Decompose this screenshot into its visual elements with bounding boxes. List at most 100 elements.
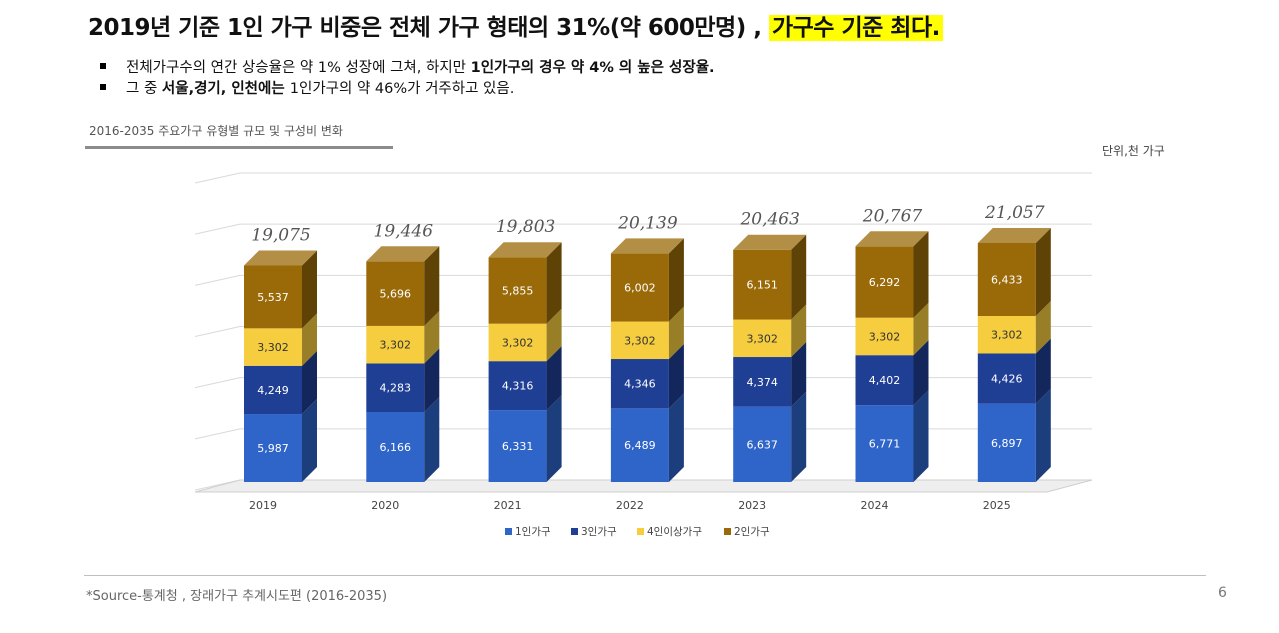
legend-swatch [505,528,512,535]
x-tick-label: 2022 [616,499,644,512]
data-label: 6,637 [746,438,778,451]
bullet-item-1: 전체가구수의 연간 상승율은 약 1% 성장에 그쳐, 하지만 1인가구의 경우… [100,58,715,79]
data-label: 3,302 [991,329,1023,342]
data-label: 3,302 [380,339,412,352]
data-label: 6,489 [624,439,656,452]
bar-side-3인가구-2024 [913,340,929,406]
unit-label: 단위,천 가구 [1102,144,1165,158]
bar-3인가구-2024 [855,355,914,406]
bar-top-2025 [977,227,1051,243]
bar-1인가구-2020 [366,412,425,482]
bullet-marker [100,84,106,90]
bar-4인이상가구-2024 [855,317,914,356]
data-label: 6,166 [380,441,412,454]
data-label: 5,987 [257,442,289,455]
total-label: 20,139 [617,213,678,233]
bar-top-2019 [244,250,317,266]
side-wall-line [194,223,241,235]
bar-2인가구-2023 [733,249,792,320]
bar-3인가구-2019 [244,365,302,415]
bar-1인가구-2024 [855,405,914,482]
side-wall-line [194,428,241,440]
bar-side-4인이상가구-2019 [302,313,317,366]
side-wall-line [194,172,241,184]
title-highlight: 가구수 기준 최다. [768,15,943,41]
data-label: 4,249 [257,384,289,397]
data-label: 6,331 [502,440,534,453]
bar-1인가구-2021 [488,410,547,482]
bar-side-2인가구-2021 [546,242,562,324]
legend-label: 1인가구 [515,526,551,538]
data-label: 6,151 [746,279,778,292]
bar-side-4인이상가구-2023 [791,304,807,358]
legend-label: 4인이상가구 [647,526,702,538]
bar-side-4인이상가구-2021 [546,308,562,362]
data-label: 6,433 [991,273,1023,286]
data-label: 4,374 [746,376,778,389]
bar-4인이상가구-2021 [488,323,547,362]
source-note: *Source-통계청 , 장래가구 추계시도편 (2016-2035) [86,589,388,604]
bar-side-1인가구-2022 [668,393,684,482]
bar-3인가구-2022 [610,359,669,409]
bar-top-2021 [488,242,562,258]
bar-side-1인가구-2020 [424,397,440,482]
data-label: 3,302 [502,336,534,349]
bar-side-4인이상가구-2020 [424,310,440,364]
bar-4인이상가구-2020 [366,325,425,364]
data-label: 4,316 [502,380,534,393]
data-label: 3,302 [624,334,656,347]
bar-4인이상가구-2022 [610,321,669,360]
x-tick-label: 2024 [861,499,889,512]
chart-floor [194,479,1093,493]
bar-1인가구-2023 [733,406,792,482]
x-tick-label: 2019 [249,499,277,512]
bar-4인이상가구-2019 [244,328,302,366]
bullet-text-1a: 전체가구수의 연간 상승율은 약 1% 성장에 그쳐, 하지만 [126,60,471,76]
bar-2인가구-2020 [366,261,425,326]
bullet-list: 전체가구수의 연간 상승율은 약 1% 성장에 그쳐, 하지만 1인가구의 경우… [100,58,715,100]
bar-top-2024 [855,231,929,247]
bar-side-3인가구-2022 [668,344,684,409]
legend-label: 3인가구 [581,526,617,538]
bar-side-1인가구-2025 [1035,388,1051,482]
bullet-text-2b: 서울,경기, 인천에는 [161,81,290,97]
bar-side-1인가구-2021 [546,395,562,482]
data-label: 4,283 [380,382,412,395]
bar-side-2인가구-2024 [913,231,929,318]
total-label: 20,463 [739,210,799,230]
side-wall-line [194,274,241,286]
x-tick-label: 2021 [494,499,522,512]
bar-1인가구-2025 [977,403,1036,482]
bar-side-2인가구-2020 [424,246,440,326]
bar-side-2인가구-2019 [302,250,317,329]
data-label: 6,292 [869,276,901,289]
bar-side-2인가구-2022 [668,238,684,322]
bullet-marker [100,63,106,69]
bar-side-3인가구-2021 [546,346,562,411]
bar-4인이상가구-2025 [977,316,1036,354]
legend-label: 2인가구 [734,526,770,538]
page-number: 6 [1218,585,1227,601]
side-wall-line [194,326,241,337]
footer-divider [84,575,1206,576]
side-wall-line [194,377,241,389]
data-label: 5,696 [380,288,412,301]
total-label: 20,767 [862,206,923,226]
bar-2인가구-2022 [610,253,669,322]
data-label: 4,402 [869,374,901,387]
bar-side-3인가구-2019 [302,350,317,415]
page-title: 2019년 기준 1인 가구 비중은 전체 가구 형태의 31%(약 600만명… [88,8,943,42]
data-label: 5,855 [502,284,534,297]
bar-side-4인이상가구-2025 [1035,301,1051,354]
bar-2인가구-2024 [855,246,914,318]
x-tick-label: 2025 [983,499,1011,512]
x-tick-label: 2020 [371,499,399,512]
bar-2인가구-2021 [488,257,547,324]
bullet-text-2c: 1인가구의 약 46%가 거주하고 있음. [289,81,515,97]
bar-top-2023 [733,234,807,250]
bar-3인가구-2023 [733,357,792,407]
bar-side-3인가구-2023 [791,342,807,407]
bullet-item-2: 그 중 서울,경기, 인천에는 1인가구의 약 46%가 거주하고 있음. [100,79,715,100]
total-label: 19,803 [496,217,555,237]
bar-side-1인가구-2019 [302,399,317,482]
